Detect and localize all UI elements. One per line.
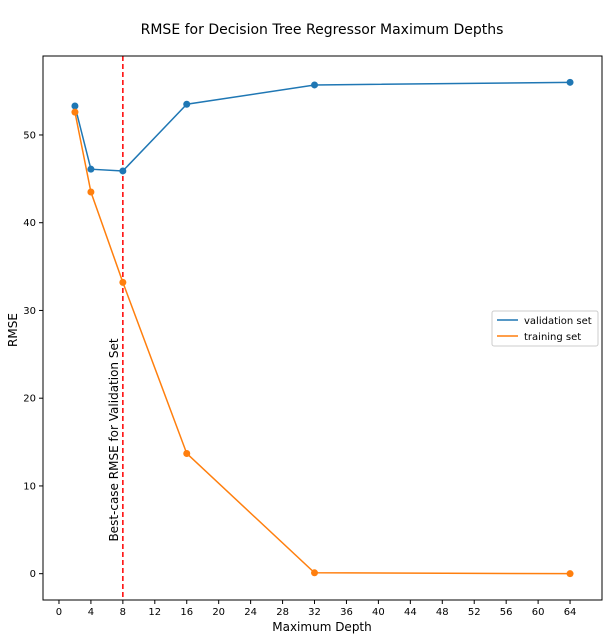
x-tick-label: 12 bbox=[148, 607, 161, 618]
x-tick-label: 8 bbox=[120, 607, 126, 618]
plot-area bbox=[71, 56, 574, 600]
x-tick-label: 20 bbox=[212, 607, 225, 618]
x-tick-label: 36 bbox=[340, 607, 353, 618]
data-point-validation bbox=[566, 78, 574, 86]
data-point-validation bbox=[71, 102, 79, 110]
x-tick-label: 48 bbox=[436, 607, 449, 618]
data-point-validation bbox=[311, 81, 319, 89]
y-tick-label: 30 bbox=[23, 306, 36, 317]
series-line-training bbox=[74, 112, 571, 575]
y-tick-label: 50 bbox=[23, 130, 36, 141]
legend-label-validation: validation set bbox=[524, 316, 592, 327]
data-point-validation bbox=[183, 100, 191, 108]
x-tick-label: 60 bbox=[532, 607, 545, 618]
y-tick-label: 40 bbox=[23, 218, 36, 229]
best-case-annotation: Best-case RMSE for Validation Set bbox=[107, 338, 121, 541]
x-tick-label: 24 bbox=[244, 607, 257, 618]
x-tick-label: 56 bbox=[500, 607, 513, 618]
legend-label-training: training set bbox=[524, 332, 581, 343]
x-tick-label: 0 bbox=[56, 607, 62, 618]
x-tick-label: 40 bbox=[372, 607, 385, 618]
y-axis-label: RMSE bbox=[6, 313, 20, 347]
data-point-training bbox=[311, 569, 319, 577]
x-tick-label: 16 bbox=[180, 607, 193, 618]
y-tick-label: 0 bbox=[30, 569, 36, 580]
data-point-training bbox=[183, 449, 191, 457]
x-tick-label: 4 bbox=[88, 607, 94, 618]
axes: 0 4 8 12 16 20 24 28 32 36 40 44 48 52 56 60 64010203040… bbox=[23, 55, 603, 618]
y-tick-label: 10 bbox=[23, 481, 36, 492]
data-point-training bbox=[71, 108, 79, 116]
data-point-training bbox=[87, 188, 95, 196]
x-tick-label: 44 bbox=[404, 607, 417, 618]
x-tick-label: 52 bbox=[468, 607, 481, 618]
legend-box bbox=[491, 310, 599, 347]
x-tick-label: 28 bbox=[276, 607, 289, 618]
chart-title: RMSE for Decision Tree Regressor Maximum… bbox=[141, 22, 504, 38]
legend: validation set training set bbox=[491, 310, 599, 347]
data-point-training bbox=[566, 570, 574, 578]
x-tick-label: 64 bbox=[564, 607, 577, 618]
series-line-validation bbox=[74, 81, 571, 172]
data-point-validation bbox=[87, 165, 95, 173]
x-axis-label: Maximum Depth bbox=[272, 620, 372, 634]
y-tick-label: 20 bbox=[23, 394, 36, 405]
data-point-training bbox=[119, 278, 127, 286]
data-point-validation bbox=[119, 167, 127, 175]
x-tick-label: 32 bbox=[308, 607, 321, 618]
axes-frame bbox=[42, 55, 603, 601]
